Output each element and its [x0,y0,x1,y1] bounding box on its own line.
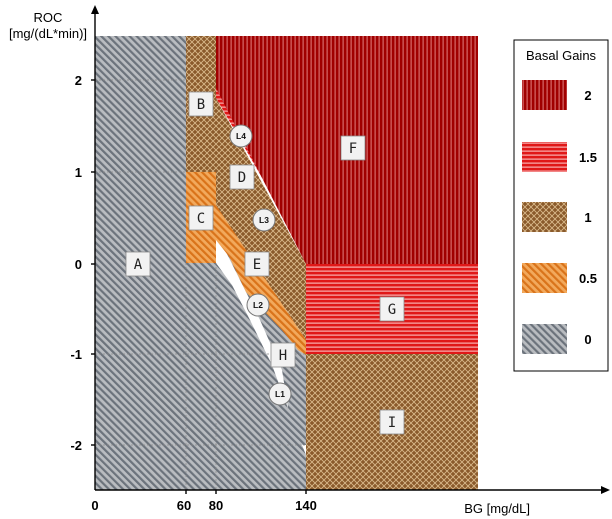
legend-swatch [522,324,567,354]
limit-label-l1: L1 [268,382,292,406]
x-tick-label: 60 [177,498,191,513]
gridlines [95,79,306,490]
svg-text:C: C [197,211,205,227]
y-tick-label: 0 [75,257,82,272]
svg-text:L1: L1 [275,389,285,399]
y-axis-title-line1: ROC [34,10,63,25]
legend-swatch [522,263,567,293]
limit-label-l2: L2 [246,293,270,317]
legend-swatch [522,80,567,110]
svg-text:D: D [238,170,246,186]
legend-label: 0 [584,332,591,347]
x-tick-label: 140 [295,498,317,513]
legend-item-gain-0: 0 [522,324,592,354]
x-axis-title: BG [mg/dL] [464,501,530,516]
legend-title: Basal Gains [526,48,597,63]
legend-item-gain-1-5: 1.5 [522,142,597,172]
legend-swatch [522,202,567,232]
svg-text:A: A [134,257,143,273]
limit-label-l3: L3 [252,208,276,232]
legend-swatch [522,142,567,172]
svg-text:G: G [388,302,396,318]
svg-text:B: B [197,97,205,113]
x-tick-label: 0 [91,498,98,513]
svg-text:L4: L4 [236,131,246,141]
region-fills [95,36,478,490]
y-axis-title-line2: [mg/(dL*min)] [9,26,87,41]
svg-text:L2: L2 [253,300,263,310]
y-tick-label: 2 [75,73,82,88]
region-label-d: D [229,164,255,190]
legend-item-gain-1: 1 [522,202,592,232]
x-tick-label: 80 [209,498,223,513]
limit-labels: L4 L3 L2 L1 [229,124,292,406]
region-h-fill [216,205,306,354]
y-tick-labels: 2 1 0 -1 -2 [70,73,82,453]
limit-label-l4: L4 [229,124,253,148]
region-label-e: E [244,251,270,277]
region-a-fill-lower [216,263,306,490]
region-label-i: I [379,409,405,435]
region-label-g: G [379,296,405,322]
region-label-f: F [340,135,366,161]
legend-label: 1 [584,210,591,225]
x-tick-labels: 0 60 80 140 [91,498,316,513]
svg-text:E: E [253,257,261,273]
legend-label: 0.5 [579,271,597,286]
axes [91,5,610,494]
y-tick-label: 1 [75,165,82,180]
y-tick-label: -2 [70,438,82,453]
legend-label: 2 [584,88,591,103]
region-label-h: H [270,342,296,368]
legend-item-gain-2: 2 [522,80,592,110]
region-label-a: A [125,251,151,277]
region-labels: A B C D E F G H [125,91,405,435]
region-label-b: B [188,91,214,117]
svg-text:L3: L3 [259,215,269,225]
legend-label: 1.5 [579,150,597,165]
legend: Basal Gains 2 1.5 1 0.5 0 [513,39,609,372]
legend-item-gain-0-5: 0.5 [522,263,597,293]
y-tick-label: -1 [70,347,82,362]
svg-text:H: H [279,348,287,364]
svg-text:I: I [388,415,396,431]
region-label-c: C [188,205,214,231]
svg-text:F: F [349,141,357,157]
